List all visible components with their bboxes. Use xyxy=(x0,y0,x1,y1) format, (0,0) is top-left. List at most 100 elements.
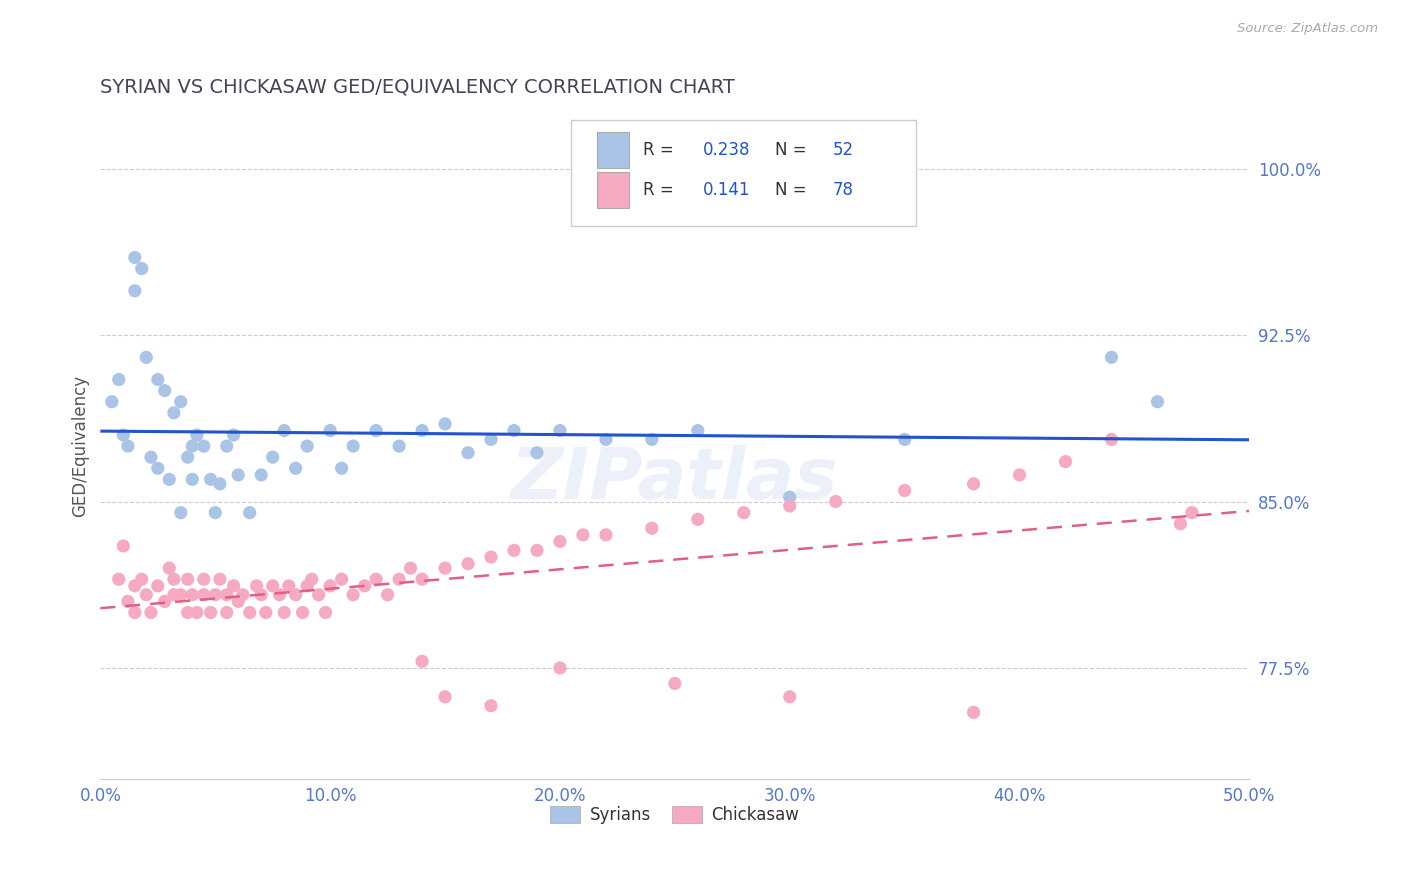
Point xyxy=(893,483,915,498)
Point xyxy=(124,251,146,265)
Point xyxy=(186,606,208,620)
Point xyxy=(962,706,984,720)
Point xyxy=(277,579,299,593)
Point xyxy=(204,506,226,520)
Text: R =: R = xyxy=(643,181,683,199)
Point xyxy=(153,384,176,398)
Text: 0.238: 0.238 xyxy=(703,141,749,159)
Point xyxy=(232,588,254,602)
Point xyxy=(411,424,433,438)
Point xyxy=(319,579,342,593)
Point xyxy=(107,372,129,386)
Point xyxy=(273,606,295,620)
Point xyxy=(124,606,146,620)
Point xyxy=(101,394,124,409)
Text: 52: 52 xyxy=(832,141,853,159)
Point xyxy=(1181,506,1204,520)
Point xyxy=(548,661,571,675)
Point xyxy=(112,539,135,553)
Point xyxy=(411,572,433,586)
Point xyxy=(479,698,502,713)
Point xyxy=(139,450,162,465)
Point xyxy=(262,579,284,593)
Point xyxy=(208,572,231,586)
Point xyxy=(222,579,245,593)
Point xyxy=(526,446,548,460)
Point xyxy=(1054,455,1077,469)
Point xyxy=(1101,433,1123,447)
Point xyxy=(146,372,169,386)
Point xyxy=(595,433,617,447)
Point xyxy=(269,588,291,602)
Point xyxy=(193,588,215,602)
Point xyxy=(434,561,457,575)
Text: SYRIAN VS CHICKASAW GED/EQUIVALENCY CORRELATION CHART: SYRIAN VS CHICKASAW GED/EQUIVALENCY CORR… xyxy=(100,78,735,96)
Point xyxy=(399,561,422,575)
Point xyxy=(284,588,307,602)
Point xyxy=(239,506,262,520)
Point xyxy=(315,606,337,620)
Point xyxy=(135,588,157,602)
Point xyxy=(1170,516,1192,531)
Point xyxy=(222,428,245,442)
Point xyxy=(170,394,193,409)
Point xyxy=(457,557,479,571)
Point xyxy=(157,472,180,486)
Point xyxy=(215,439,238,453)
Point xyxy=(246,579,269,593)
Legend: Syrians, Chickasaw: Syrians, Chickasaw xyxy=(544,799,806,830)
Point xyxy=(342,588,364,602)
Point xyxy=(284,461,307,475)
Point xyxy=(893,433,915,447)
Text: 78: 78 xyxy=(832,181,853,199)
Point xyxy=(250,467,273,482)
Point xyxy=(388,439,411,453)
Point xyxy=(686,512,709,526)
Point xyxy=(131,261,153,276)
Point xyxy=(135,351,157,365)
Point xyxy=(131,572,153,586)
Point xyxy=(1146,394,1168,409)
Point xyxy=(193,572,215,586)
Point xyxy=(208,476,231,491)
Point xyxy=(641,521,664,535)
Point xyxy=(962,476,984,491)
Point xyxy=(146,579,169,593)
Point xyxy=(107,572,129,586)
Point xyxy=(686,424,709,438)
Point xyxy=(330,572,353,586)
Point xyxy=(353,579,375,593)
Point xyxy=(117,594,139,608)
Point xyxy=(319,424,342,438)
Point xyxy=(388,572,411,586)
Point xyxy=(146,461,169,475)
Point xyxy=(204,588,226,602)
Point xyxy=(434,690,457,704)
Point xyxy=(139,606,162,620)
Point xyxy=(377,588,399,602)
Point xyxy=(434,417,457,431)
Point xyxy=(479,433,502,447)
Point xyxy=(1101,351,1123,365)
Point xyxy=(226,594,249,608)
Point xyxy=(176,572,198,586)
Point xyxy=(181,588,204,602)
Point xyxy=(153,594,176,608)
Point xyxy=(200,606,222,620)
Point xyxy=(457,446,479,460)
Point xyxy=(170,506,193,520)
Point xyxy=(215,588,238,602)
Point xyxy=(170,588,193,602)
Point xyxy=(779,490,801,504)
Point xyxy=(117,439,139,453)
Text: N =: N = xyxy=(775,181,811,199)
Point xyxy=(295,439,318,453)
Point xyxy=(479,549,502,564)
Point xyxy=(176,450,198,465)
Point xyxy=(779,690,801,704)
Point xyxy=(186,428,208,442)
Point xyxy=(411,654,433,668)
FancyBboxPatch shape xyxy=(571,120,917,227)
Point xyxy=(308,588,330,602)
Point xyxy=(163,588,186,602)
